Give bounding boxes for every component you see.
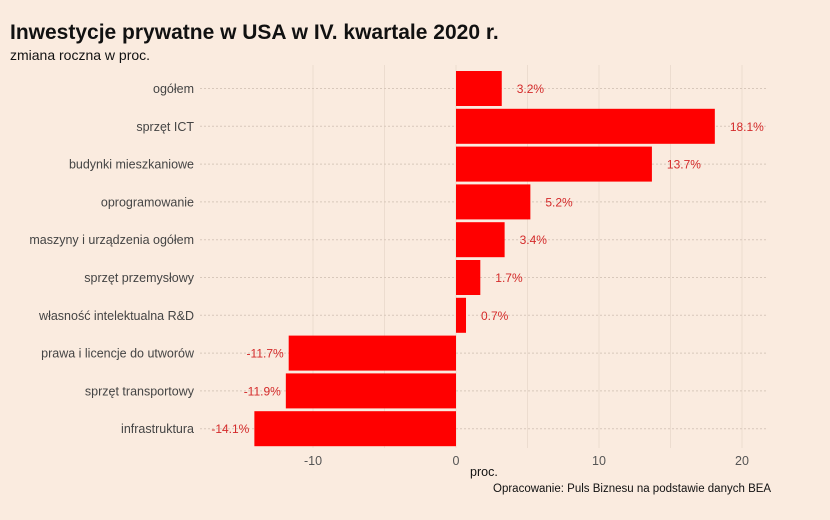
bar <box>456 260 481 295</box>
category-label: infrastruktura <box>121 422 194 436</box>
category-label: maszyny i urządzenia ogółem <box>29 233 194 247</box>
value-label: -11.9% <box>244 384 281 398</box>
category-label: sprzęt ICT <box>136 120 194 134</box>
value-label: -14.1% <box>211 422 249 436</box>
x-axis-label: proc. <box>470 465 498 479</box>
x-tick-label: 20 <box>735 454 749 468</box>
bar <box>456 71 502 106</box>
bar <box>456 146 652 182</box>
bar <box>288 335 456 371</box>
value-label: 13.7% <box>667 158 701 172</box>
chart-title: Inwestycje prywatne w USA w IV. kwartale… <box>10 21 499 44</box>
category-label: oprogramowanie <box>101 195 194 209</box>
bar <box>285 373 456 409</box>
bar <box>456 184 531 220</box>
x-axis-ticks: -10 0 10 20 <box>304 454 749 468</box>
value-label: 18.1% <box>730 120 764 134</box>
category-label: sprzęt transportowy <box>85 384 195 398</box>
x-tick-label: 0 <box>453 454 460 468</box>
value-labels: 3.2% 18.1% 13.7% 5.2% 3.4% 1.7% 0.7% -11.7% -11.… <box>211 82 764 436</box>
bar <box>456 297 467 333</box>
category-label: sprzęt przemysłowy <box>84 271 194 285</box>
source-caption: Opracowanie: Puls Biznesu na podstawie d… <box>493 483 772 495</box>
x-tick-label: 10 <box>592 454 606 468</box>
category-label: własność intelektualna R&D <box>38 309 194 323</box>
bar <box>456 222 505 258</box>
x-tick-label: -10 <box>304 454 322 468</box>
bars <box>254 71 715 447</box>
value-label: -11.7% <box>247 347 284 361</box>
bar <box>456 108 715 144</box>
category-label: prawa i licencje do utworów <box>41 347 195 361</box>
value-label: 3.4% <box>520 233 548 247</box>
value-label: 0.7% <box>481 309 509 323</box>
chart-subtitle: zmiana roczna w proc. <box>10 47 151 63</box>
category-label: budynki mieszkaniowe <box>69 158 194 172</box>
category-labels: ogółem sprzęt ICT budynki mieszkaniowe opro… <box>29 82 195 436</box>
value-label: 3.2% <box>517 82 545 96</box>
value-label: 5.2% <box>545 195 573 209</box>
value-label: 1.7% <box>495 271 523 285</box>
bar <box>254 411 456 447</box>
category-label: ogółem <box>153 82 194 96</box>
